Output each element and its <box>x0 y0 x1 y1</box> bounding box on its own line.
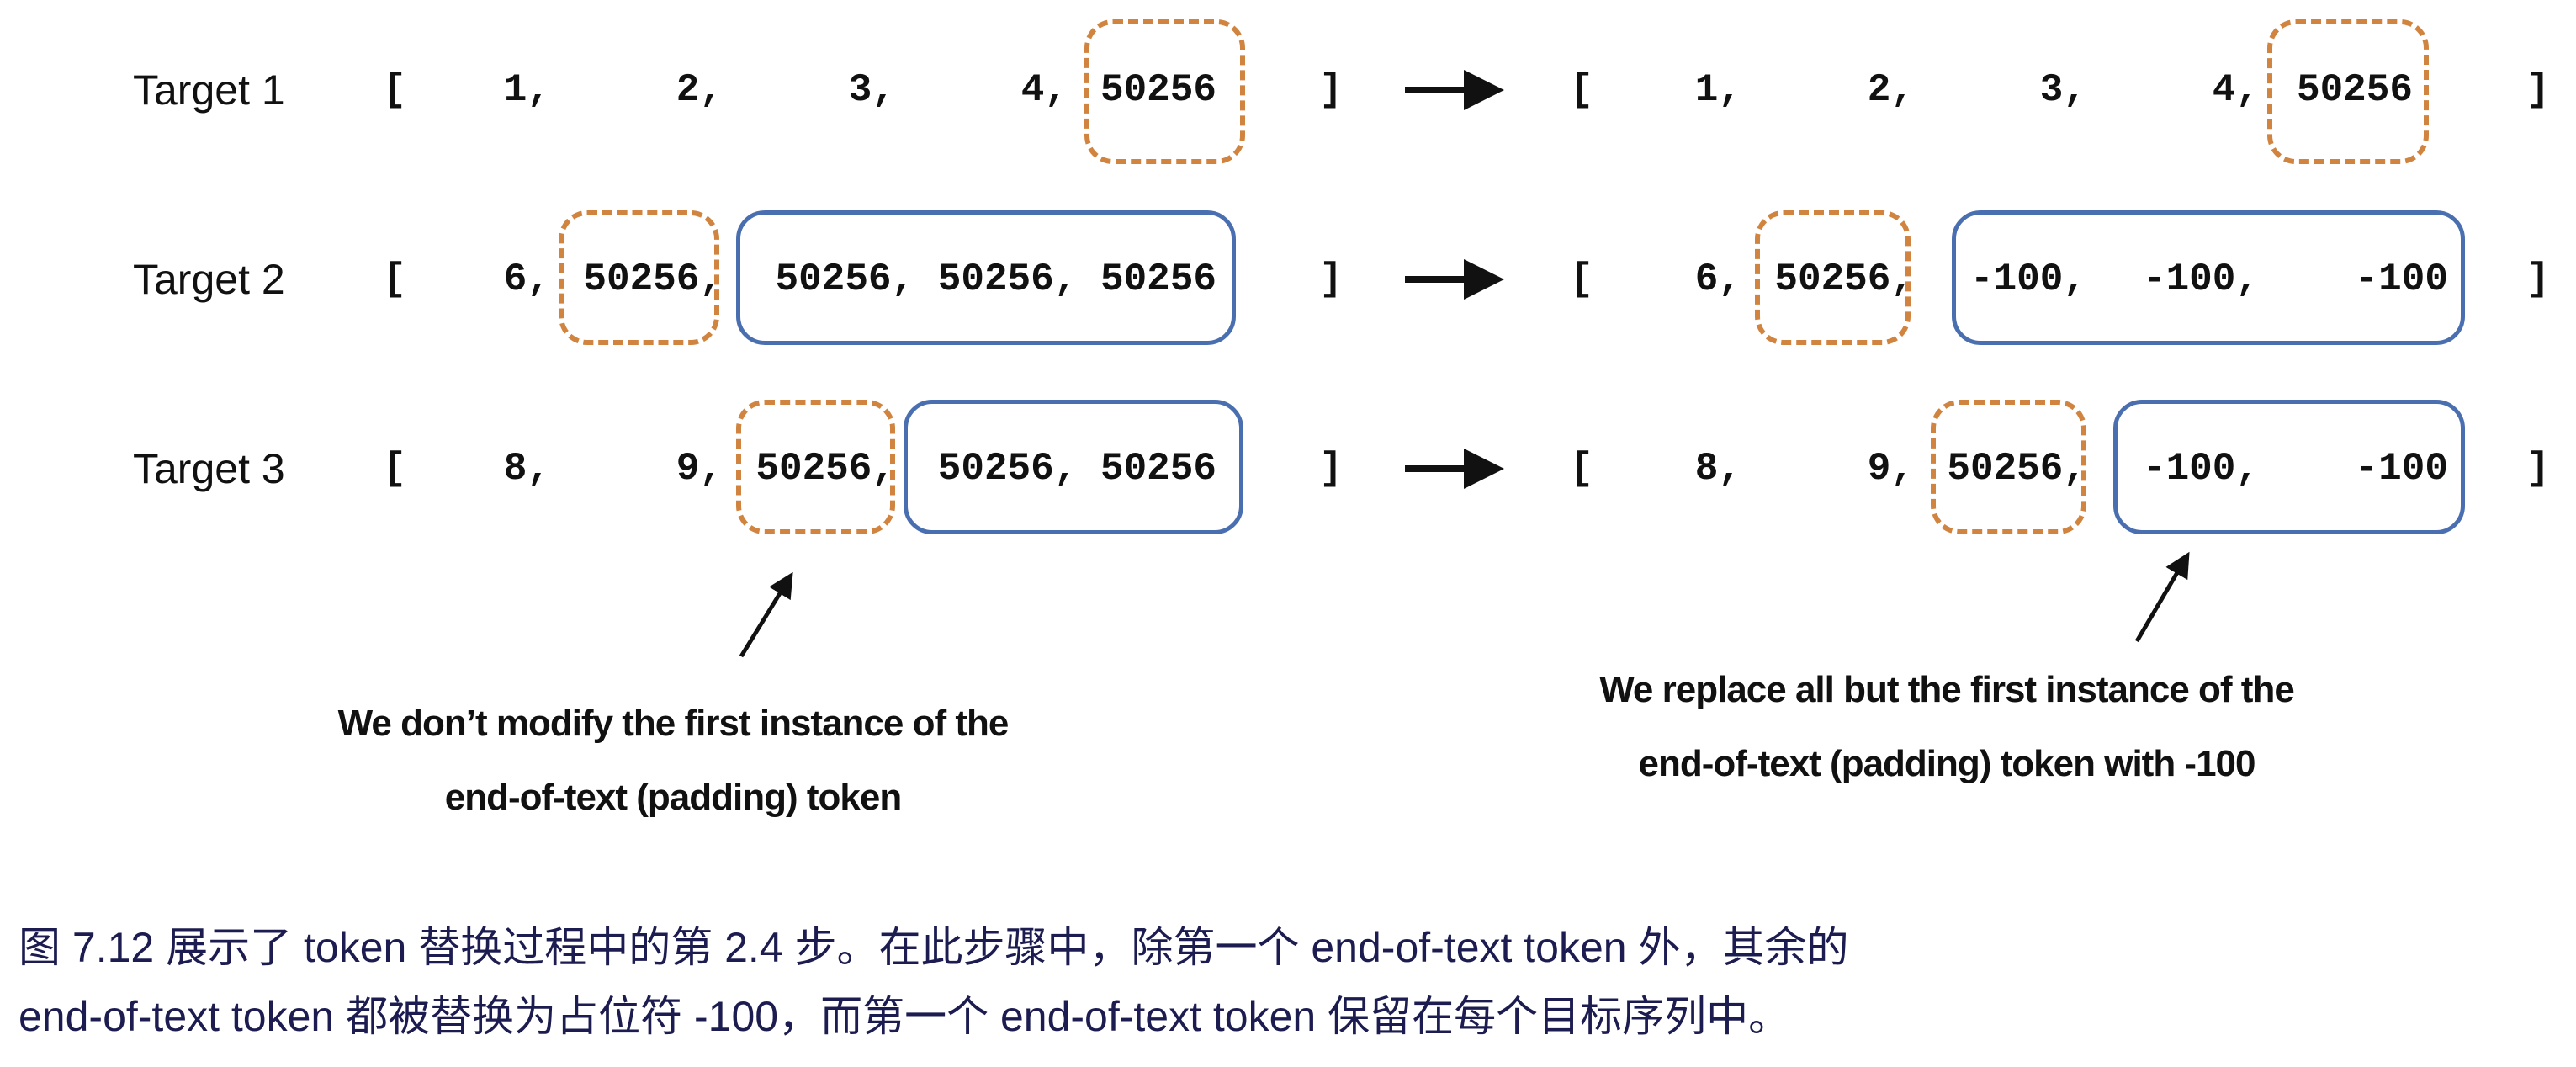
token-before: 50256, 50256 <box>937 447 1216 491</box>
first-eot-box-before-2 <box>559 210 719 345</box>
token-before: 9, <box>676 447 723 491</box>
annotation-left: We don’t modify the first instance of th… <box>337 687 1010 835</box>
token-after: 8, <box>1694 447 1741 491</box>
padding-box-before-3 <box>904 400 1243 534</box>
token-after: -100 <box>2355 447 2448 491</box>
close-bracket: ] <box>1319 68 1343 112</box>
token-after: 2, <box>1867 68 1914 112</box>
token-after: 50256, <box>1774 257 1914 301</box>
open-bracket: [ <box>1570 447 1593 491</box>
token-after: 9, <box>1867 447 1914 491</box>
caption-line-1: 图 7.12 展示了 token 替换过程中的第 2.4 步。在此步骤中，除第一… <box>19 924 1849 971</box>
token-before: 50256, 50256, 50256 <box>775 257 1217 301</box>
token-after: 6, <box>1694 257 1741 301</box>
annotation-right-line-1: We replace all but the first instance of… <box>1599 669 2295 710</box>
first-eot-box-after-2 <box>1755 210 1911 345</box>
replaced-box-after-3 <box>2113 400 2465 534</box>
token-before: 2, <box>676 68 723 112</box>
token-after: 1, <box>1694 68 1741 112</box>
target-label: Target 1 <box>133 66 285 114</box>
caption-line-2: end-of-text token 都被替换为占位符 -100，而第一个 end… <box>19 993 1791 1040</box>
annotation-left-line-1: We don’t modify the first instance of th… <box>337 703 1010 744</box>
token-before: 3, <box>848 68 895 112</box>
pointer-arrow-right <box>2134 551 2190 643</box>
token-after: -100, <box>2142 447 2259 491</box>
target-label: Target 3 <box>133 445 285 492</box>
token-after: -100, <box>2142 257 2259 301</box>
token-before: 50256 <box>1100 68 1216 112</box>
annotation-right: We replace all but the first instance of… <box>1599 653 2295 801</box>
token-before: 50256, <box>755 447 895 491</box>
padding-box-before-2 <box>736 210 1236 345</box>
pointer-arrow-left <box>739 571 793 658</box>
open-bracket: [ <box>383 257 406 301</box>
close-bracket: ] <box>2526 447 2550 491</box>
open-bracket: [ <box>383 447 406 491</box>
close-bracket: ] <box>2526 257 2550 301</box>
first-eot-box-after-1 <box>2267 19 2429 164</box>
token-after: -100 <box>2355 257 2448 301</box>
token-before: 1, <box>503 68 550 112</box>
token-before: 4, <box>1020 68 1068 112</box>
replaced-box-after-2 <box>1952 210 2465 345</box>
open-bracket: [ <box>1570 68 1593 112</box>
first-eot-box-before-1 <box>1084 19 1245 164</box>
token-after: 4, <box>2212 68 2259 112</box>
figure-caption: 图 7.12 展示了 token 替换过程中的第 2.4 步。在此步骤中，除第一… <box>19 913 2559 1051</box>
token-before: 8, <box>503 447 550 491</box>
close-bracket: ] <box>1319 447 1343 491</box>
first-eot-box-after-3 <box>1931 400 2086 534</box>
annotation-right-line-2: end-of-text (padding) token with -100 <box>1638 743 2256 784</box>
annotation-left-line-2: end-of-text (padding) token <box>444 777 902 818</box>
first-eot-box-before-3 <box>736 400 895 534</box>
token-after: 50256, <box>1947 447 2086 491</box>
target-label: Target 2 <box>133 256 285 303</box>
token-after: 50256 <box>2296 68 2413 112</box>
close-bracket: ] <box>1319 257 1343 301</box>
open-bracket: [ <box>1570 257 1593 301</box>
close-bracket: ] <box>2526 68 2550 112</box>
token-before: 6, <box>503 257 550 301</box>
token-after: -100, <box>1969 257 2086 301</box>
token-after: 3, <box>2039 68 2086 112</box>
token-before: 50256, <box>583 257 723 301</box>
open-bracket: [ <box>383 68 406 112</box>
